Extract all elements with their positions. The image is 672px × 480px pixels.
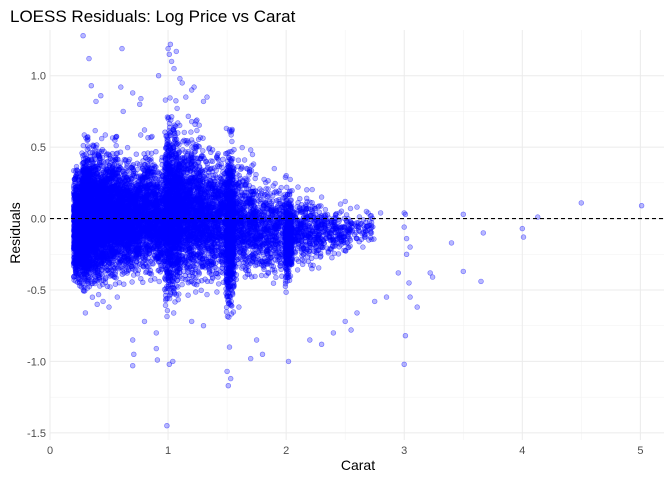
data-point [92, 180, 99, 186]
data-point [87, 197, 94, 204]
data-point [131, 272, 137, 278]
data-point [95, 264, 101, 270]
data-point [88, 243, 94, 249]
data-point [104, 189, 111, 195]
data-point [124, 144, 131, 151]
data-point [111, 187, 118, 194]
data-point [109, 172, 116, 178]
data-point [73, 263, 79, 269]
chart-title: LOESS Residuals: Log Price vs Carat [10, 7, 296, 26]
data-point [95, 196, 101, 203]
data-point [102, 132, 109, 138]
data-point [90, 261, 96, 268]
data-point [89, 294, 96, 300]
data-point [71, 273, 77, 279]
data-point [109, 226, 116, 232]
data-point [81, 273, 88, 280]
data-point [72, 235, 78, 241]
data-point [87, 210, 94, 217]
data-point [112, 204, 118, 210]
data-point [109, 219, 116, 225]
data-point [109, 272, 116, 278]
data-point [85, 143, 91, 149]
data-point [89, 230, 95, 236]
data-point [107, 284, 113, 290]
data-point [109, 253, 116, 259]
data-point [72, 191, 78, 198]
data-point [108, 243, 115, 250]
data-point [81, 180, 87, 186]
data-point [106, 207, 112, 213]
data-point [71, 168, 77, 174]
data-point [129, 279, 135, 285]
data-point [103, 275, 109, 281]
data-point [74, 247, 80, 254]
data-point [90, 143, 97, 150]
data-point [104, 151, 110, 157]
data-point [90, 256, 97, 262]
data-point [80, 259, 87, 265]
data-point [104, 200, 110, 206]
grid-lines [49, 30, 664, 440]
data-point [81, 233, 87, 240]
data-point [103, 159, 110, 165]
data-point [96, 154, 103, 161]
data-point [113, 142, 119, 149]
data-point [98, 135, 105, 142]
data-point [111, 210, 117, 217]
data-point [109, 164, 116, 170]
data-point [114, 150, 121, 156]
data-point [93, 211, 100, 217]
data-point [82, 244, 88, 250]
data-point [103, 223, 110, 229]
data-point [108, 200, 115, 206]
data-point [104, 169, 111, 176]
data-point [133, 151, 140, 157]
data-point [88, 251, 95, 257]
data-point [90, 186, 96, 192]
data-point [117, 160, 124, 166]
data-point [105, 235, 112, 241]
data-point [113, 134, 120, 140]
data-point [80, 203, 87, 209]
data-point [87, 154, 94, 160]
data-point [97, 159, 103, 166]
data-point [108, 239, 115, 245]
data-point [91, 278, 98, 284]
data-points [70, 32, 645, 429]
data-point [93, 238, 100, 245]
data-point [97, 283, 103, 289]
data-point [112, 154, 119, 161]
data-point [95, 291, 102, 298]
data-point [95, 272, 102, 279]
data-point [92, 127, 98, 134]
data-point [85, 134, 91, 140]
data-point [73, 172, 80, 179]
data-point [110, 264, 116, 271]
data-point [80, 153, 86, 159]
data-point [81, 194, 88, 201]
data-point [80, 142, 87, 149]
data-point [82, 288, 88, 294]
data-point [89, 161, 96, 167]
data-point [90, 167, 97, 174]
data-point [112, 281, 119, 287]
data-point [72, 253, 78, 259]
data-point [82, 161, 88, 168]
